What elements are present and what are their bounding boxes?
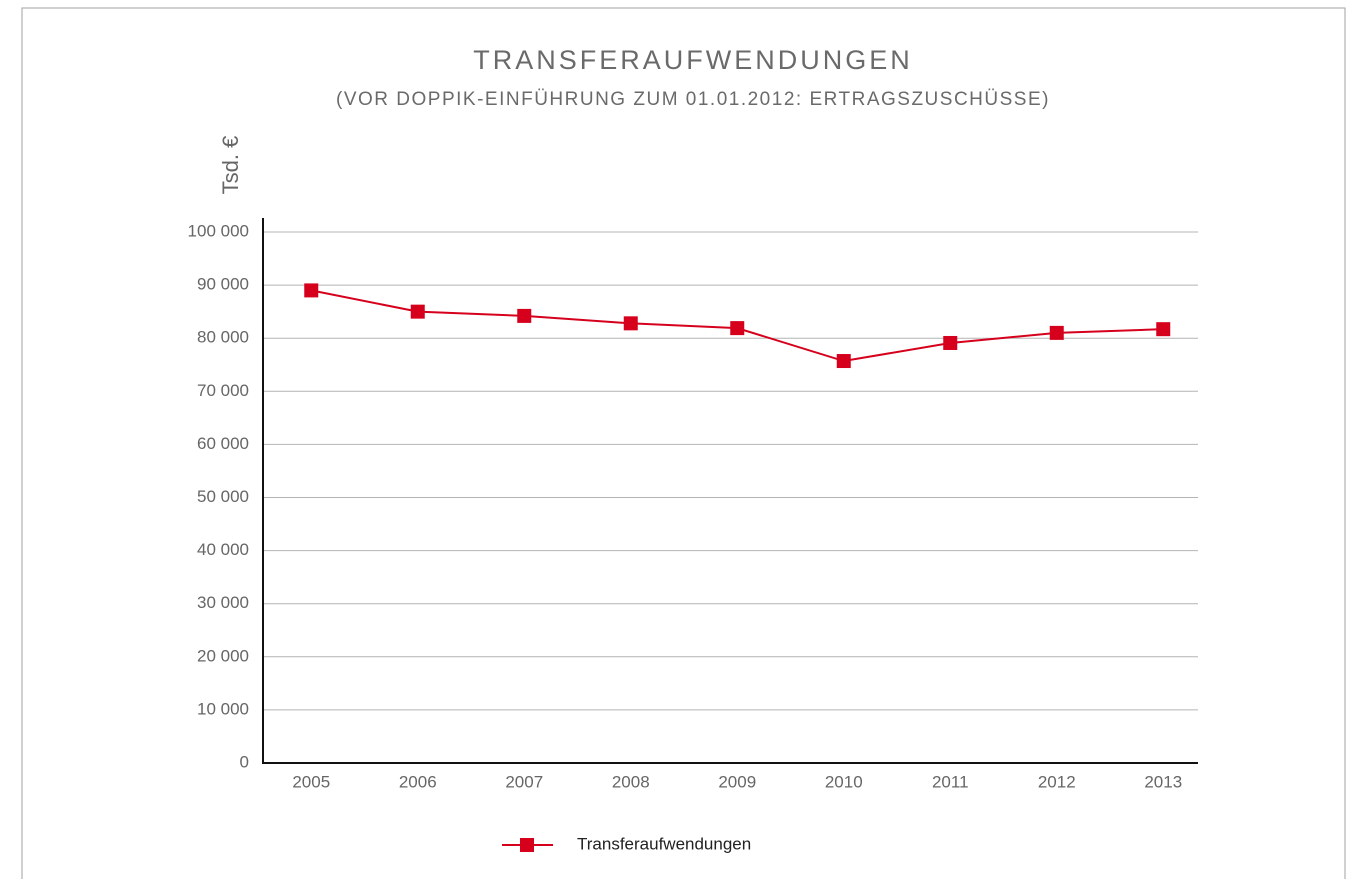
point-marker bbox=[1156, 322, 1171, 337]
point-marker bbox=[1049, 325, 1064, 340]
y-tick-label: 60 000 bbox=[197, 434, 249, 453]
point-marker bbox=[410, 304, 425, 319]
point-marker bbox=[730, 321, 745, 336]
y-tick-label: 40 000 bbox=[197, 540, 249, 559]
x-tick-label: 2005 bbox=[292, 772, 330, 791]
y-tick-label: 80 000 bbox=[197, 328, 249, 347]
frame bbox=[21, 7, 1346, 879]
x-tick-label: 2007 bbox=[505, 772, 543, 791]
x-tick-label: 2012 bbox=[1038, 772, 1076, 791]
point-marker bbox=[623, 316, 638, 331]
x-tick-label: 2010 bbox=[825, 772, 863, 791]
y-tick-label: 20 000 bbox=[197, 646, 249, 665]
legend-marker bbox=[520, 838, 534, 852]
y-tick-label: 90 000 bbox=[197, 275, 249, 294]
point-marker bbox=[836, 354, 851, 369]
y-axis-label: Tsd. € bbox=[218, 136, 243, 195]
point-marker bbox=[943, 335, 958, 350]
y-tick-label: 50 000 bbox=[197, 487, 249, 506]
point-marker bbox=[517, 308, 532, 323]
x-tick-label: 2006 bbox=[399, 772, 437, 791]
y-tick-label: 70 000 bbox=[197, 381, 249, 400]
y-tick-label: 100 000 bbox=[188, 221, 249, 240]
x-tick-label: 2008 bbox=[612, 772, 650, 791]
chart-title: TRANSFERAUFWENDUNGEN bbox=[473, 45, 913, 75]
x-tick-label: 2011 bbox=[932, 772, 969, 791]
y-tick-label: 0 bbox=[240, 752, 249, 771]
point-marker bbox=[304, 283, 319, 298]
y-tick-label: 30 000 bbox=[197, 593, 249, 612]
x-tick-label: 2009 bbox=[718, 772, 756, 791]
legend-label: Transferaufwendungen bbox=[577, 834, 751, 853]
x-tick-label: 2013 bbox=[1144, 772, 1182, 791]
chart-subtitle: (VOR DOPPIK-EINFÜHRUNG ZUM 01.01.2012: E… bbox=[336, 89, 1050, 110]
y-tick-label: 10 000 bbox=[197, 699, 249, 718]
